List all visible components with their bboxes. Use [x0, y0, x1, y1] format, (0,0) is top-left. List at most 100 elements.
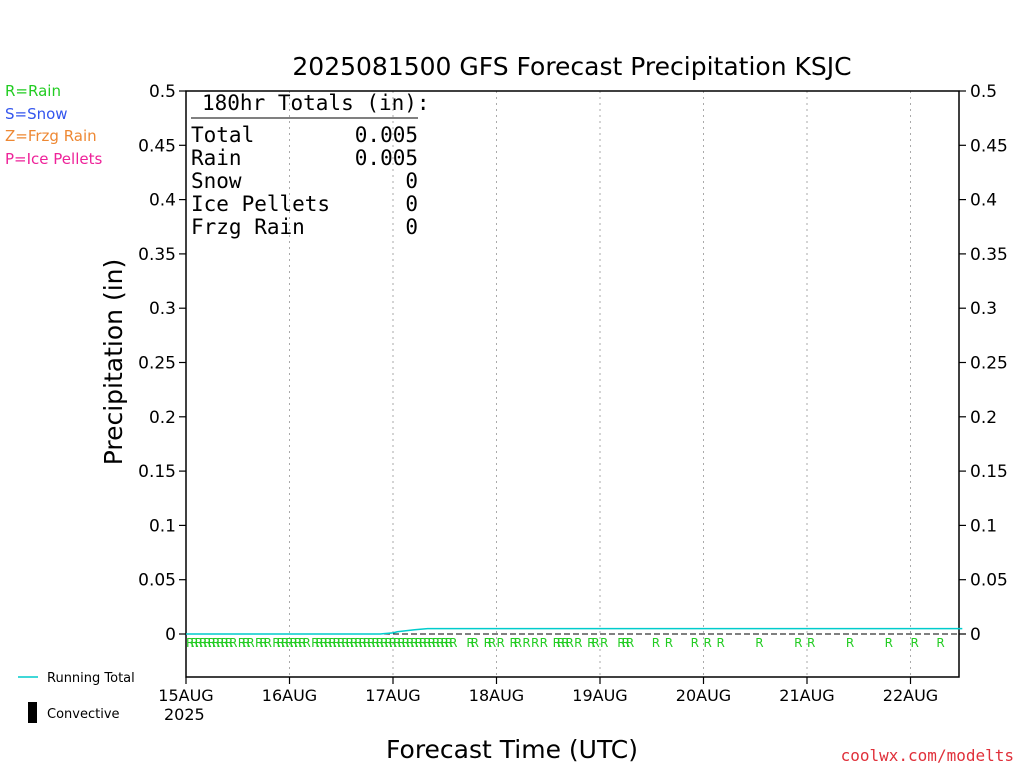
precip-marker-rain: R	[704, 636, 712, 650]
plot-frame	[185, 90, 960, 678]
precip-marker-rain: R	[354, 636, 362, 650]
precip-marker-rain: R	[341, 636, 349, 650]
precip-marker-rain: R	[509, 636, 517, 650]
precip-marker-rain: R	[622, 636, 630, 650]
x-tick-label: 21AUG	[779, 686, 834, 705]
y-tick-label-left: 0.45	[138, 136, 176, 156]
totals-rain-value: 0.005	[355, 146, 418, 170]
precip-marker-rain: R	[363, 636, 371, 650]
running-total-line	[186, 627, 963, 635]
precip-marker-rain: R	[406, 636, 414, 650]
y-tick-label-left: 0.05	[138, 571, 176, 591]
legend-snow: S=Snow	[5, 105, 68, 123]
totals-header: 180hr Totals (in):	[202, 91, 430, 115]
convective-legend-swatch	[28, 702, 37, 723]
precip-marker-rain: R	[389, 636, 397, 650]
precip-marker-rain: R	[264, 636, 272, 650]
x-tick-label: 18AUG	[469, 686, 524, 705]
precip-marker-rain: R	[371, 636, 379, 650]
precip-marker-rain: R	[246, 636, 254, 650]
precip-marker-rain: R	[716, 636, 724, 650]
running-total-legend-label: Running Total	[47, 671, 135, 686]
precip-marker-rain: R	[561, 636, 569, 650]
precip-marker-rain: R	[423, 636, 431, 650]
convective-legend-label: Convective	[47, 707, 120, 722]
precip-marker-rain: R	[302, 636, 310, 650]
precip-marker-rain: R	[225, 636, 233, 650]
precip-marker-rain: R	[652, 636, 660, 650]
precip-marker-rain: R	[557, 636, 565, 650]
y-tick-label-left: 0.3	[149, 299, 176, 319]
y-tick-label-right: 0	[970, 625, 981, 645]
precip-marker-rain: R	[255, 636, 263, 650]
precip-marker-rain: R	[471, 636, 479, 650]
precip-marker-rain: R	[350, 636, 358, 650]
y-tick-label-right: 0.3	[970, 299, 997, 319]
bottom-legend: Running Total Convective	[18, 671, 135, 723]
y-tick-label-right: 0.05	[970, 571, 1008, 591]
precip-marker-rain: R	[807, 636, 815, 650]
legend-ice-pellets: P=Ice Pellets	[5, 150, 102, 168]
precip-marker-rain: R	[755, 636, 763, 650]
precip-marker-rain: R	[186, 636, 194, 650]
x-tick-label: 20AUG	[676, 686, 731, 705]
totals-total-label: Total	[191, 123, 254, 147]
precip-marker-rain: R	[540, 636, 548, 650]
legend-frzg-rain: Z=Frzg Rain	[5, 127, 97, 145]
precip-marker-rain: R	[376, 636, 384, 650]
totals-frzg-label: Frzg Rain	[191, 215, 305, 239]
precip-marker-rain: R	[445, 636, 453, 650]
precip-marker-rain: R	[203, 636, 211, 650]
precip-marker-rain: R	[285, 636, 293, 650]
precip-marker-rain: R	[574, 636, 582, 650]
precip-marker-rain: R	[846, 636, 854, 650]
y-tick-label-right: 0.35	[970, 245, 1008, 265]
precip-marker-rain: R	[497, 636, 505, 650]
precip-marker-rain: R	[324, 636, 332, 650]
totals-snow-label: Snow	[191, 169, 242, 193]
precip-marker-rain: R	[591, 636, 599, 650]
y-axes: 0 00.05 0.050.1 0.10.15 0.150.2 0.20.25 0.250.…	[138, 82, 1008, 645]
y-tick-label-left: 0.2	[149, 408, 176, 428]
precip-marker-rain: R	[531, 636, 539, 650]
precip-marker-rain: R	[393, 636, 401, 650]
totals-ice-value: 0	[405, 192, 418, 216]
y-tick-label-left: 0	[165, 625, 176, 645]
y-tick-label-left: 0.4	[149, 191, 176, 211]
precip-marker-rain: R	[320, 636, 328, 650]
precip-marker-rain: R	[242, 636, 250, 650]
y-tick-label-right: 0.15	[970, 462, 1008, 482]
precip-marker-rain: R	[410, 636, 418, 650]
year-label: 2025	[164, 705, 205, 724]
x-axis-label: Forecast Time (UTC)	[386, 735, 638, 764]
x-tick-label: 22AUG	[883, 686, 938, 705]
precip-marker-rain: R	[298, 636, 306, 650]
precip-marker-rain: R	[212, 636, 220, 650]
precip-marker-rain: R	[885, 636, 893, 650]
totals-rain-label: Rain	[191, 146, 242, 170]
precip-marker-rain: R	[290, 636, 298, 650]
precip-marker-rain: R	[367, 636, 375, 650]
y-tick-label-right: 0.4	[970, 191, 997, 211]
precip-marker-rain: R	[484, 636, 492, 650]
precip-marker-rain: R	[587, 636, 595, 650]
totals-snow-value: 0	[405, 169, 418, 193]
precip-marker-rain: R	[281, 636, 289, 650]
y-tick-label-left: 0.15	[138, 462, 176, 482]
precip-marker-rain: R	[466, 636, 474, 650]
x-tick-label: 17AUG	[365, 686, 420, 705]
precip-marker-rain: R	[566, 636, 574, 650]
precip-marker-rain: R	[665, 636, 673, 650]
grid-lines	[289, 91, 911, 677]
legend-rain: R=Rain	[5, 82, 61, 100]
y-tick-label-right: 0.45	[970, 136, 1008, 156]
x-tick-label: 15AUG	[158, 686, 213, 705]
precip-marker-rain: R	[229, 636, 237, 650]
totals-box: 180hr Totals (in): Total 0.005 Rain 0.00…	[191, 91, 430, 239]
precip-marker-rain: R	[419, 636, 427, 650]
totals-total-value: 0.005	[355, 123, 418, 147]
precip-marker-rain: R	[514, 636, 522, 650]
totals-frzg-value: 0	[405, 215, 418, 239]
precip-marker-rain: R	[259, 636, 267, 650]
precip-marker-rain: R	[794, 636, 802, 650]
